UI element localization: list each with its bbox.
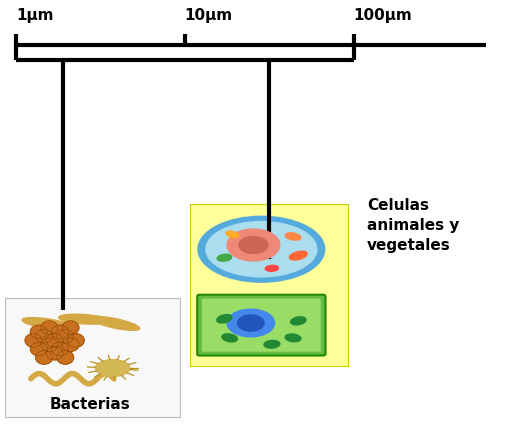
Ellipse shape — [238, 315, 264, 331]
Circle shape — [52, 342, 69, 356]
Text: Celulas
animales y
vegetales: Celulas animales y vegetales — [367, 198, 459, 252]
FancyBboxPatch shape — [197, 295, 325, 355]
Ellipse shape — [222, 334, 238, 342]
Ellipse shape — [198, 216, 325, 282]
Text: 1μm: 1μm — [16, 8, 53, 23]
Circle shape — [57, 351, 74, 364]
Circle shape — [52, 325, 69, 339]
Bar — [5, 298, 180, 416]
Circle shape — [41, 321, 58, 334]
Text: 10μm: 10μm — [185, 8, 233, 23]
Ellipse shape — [285, 233, 301, 240]
Ellipse shape — [217, 254, 232, 261]
Ellipse shape — [239, 236, 268, 253]
Circle shape — [36, 351, 53, 364]
Circle shape — [46, 346, 63, 360]
Circle shape — [31, 342, 48, 356]
Circle shape — [46, 334, 63, 347]
Ellipse shape — [59, 314, 109, 324]
Ellipse shape — [206, 221, 317, 277]
Ellipse shape — [264, 340, 280, 348]
Circle shape — [57, 329, 74, 343]
Circle shape — [62, 321, 79, 334]
Circle shape — [31, 325, 48, 339]
Text: Bacterias: Bacterias — [50, 397, 130, 412]
Ellipse shape — [266, 265, 278, 271]
Circle shape — [68, 334, 84, 347]
FancyBboxPatch shape — [202, 298, 321, 352]
Circle shape — [62, 338, 79, 351]
Ellipse shape — [289, 251, 307, 260]
Ellipse shape — [96, 360, 130, 377]
Ellipse shape — [290, 317, 306, 325]
Ellipse shape — [285, 334, 301, 342]
Circle shape — [25, 334, 42, 347]
Circle shape — [36, 329, 53, 343]
Ellipse shape — [217, 314, 232, 323]
Bar — [190, 204, 348, 366]
Ellipse shape — [227, 229, 280, 261]
Ellipse shape — [227, 309, 275, 337]
Circle shape — [41, 338, 58, 351]
Text: 100μm: 100μm — [354, 8, 412, 23]
Ellipse shape — [226, 231, 239, 238]
Ellipse shape — [22, 317, 71, 329]
Ellipse shape — [91, 317, 139, 330]
